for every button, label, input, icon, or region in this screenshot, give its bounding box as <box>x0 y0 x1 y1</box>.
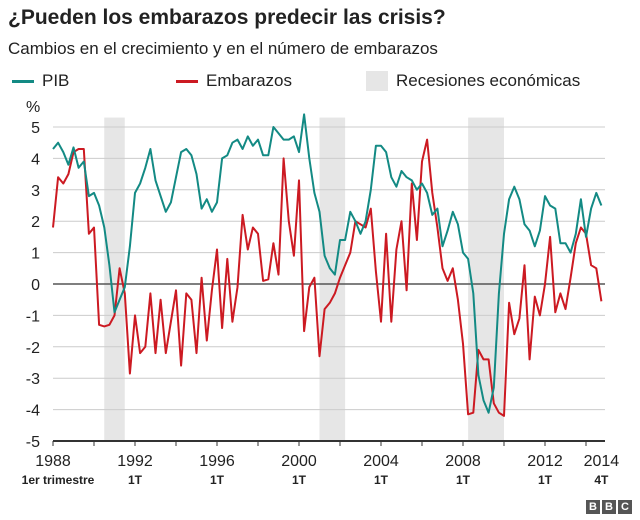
x-tick-label: 2008 <box>445 453 481 470</box>
x-tick-label: 1988 <box>35 453 71 470</box>
x-tick-label: 2012 <box>527 453 563 470</box>
y-tick-label: 2 <box>31 214 40 231</box>
y-tick-label: -2 <box>26 340 40 357</box>
y-tick-label: 4 <box>31 151 40 168</box>
y-tick-label: -1 <box>26 308 40 325</box>
legend-label-recesiones: Recesiones económicas <box>396 71 581 90</box>
y-tick-label: 0 <box>31 277 40 294</box>
pib-line <box>52 113 603 414</box>
x-tick-label: 1996 <box>199 453 235 470</box>
legend-label-embarazos: Embarazos <box>206 71 292 90</box>
x-tick-sublabel: 1T <box>128 473 143 487</box>
embarazos-line <box>52 138 603 417</box>
x-tick-label: 2014 <box>584 453 620 470</box>
legend-item-embarazos: Embarazos <box>176 71 292 91</box>
chart-subtitle: Cambios en el crecimiento y en el número… <box>8 39 438 58</box>
legend-label-pib: PIB <box>42 71 70 90</box>
y-tick-label: 5 <box>31 120 40 137</box>
legend-swatch-pib <box>12 79 34 83</box>
x-tick-sublabel: 1T <box>210 473 225 487</box>
x-tick-sublabel: 1er trimestre <box>22 473 95 487</box>
legend-swatch-recesiones <box>366 71 388 91</box>
x-tick-sublabel: 1T <box>374 473 389 487</box>
x-tick-label: 2004 <box>363 453 399 470</box>
x-tick-label: 2000 <box>281 453 317 470</box>
recession-band <box>468 117 504 441</box>
legend-swatch-embarazos <box>176 79 198 83</box>
legend-item-pib: PIB <box>12 71 69 91</box>
y-axis-label: % <box>26 99 40 116</box>
y-tick-label: -3 <box>26 371 40 388</box>
x-tick-sublabel: 4T <box>594 473 609 487</box>
y-tick-label: 1 <box>31 246 40 263</box>
x-tick-sublabel: 1T <box>292 473 307 487</box>
y-tick-label: 3 <box>31 183 40 200</box>
recession-band <box>319 117 346 441</box>
recession-band <box>104 117 125 441</box>
x-tick-sublabel: 1T <box>456 473 471 487</box>
x-tick-label: 1992 <box>117 453 153 470</box>
y-tick-label: -5 <box>26 434 40 451</box>
x-tick-sublabel: 1T <box>538 473 553 487</box>
y-tick-label: -4 <box>26 403 40 420</box>
chart-title: ¿Pueden los embarazos predecir las crisi… <box>8 6 446 29</box>
legend-item-recesiones: Recesiones económicas <box>366 71 580 91</box>
